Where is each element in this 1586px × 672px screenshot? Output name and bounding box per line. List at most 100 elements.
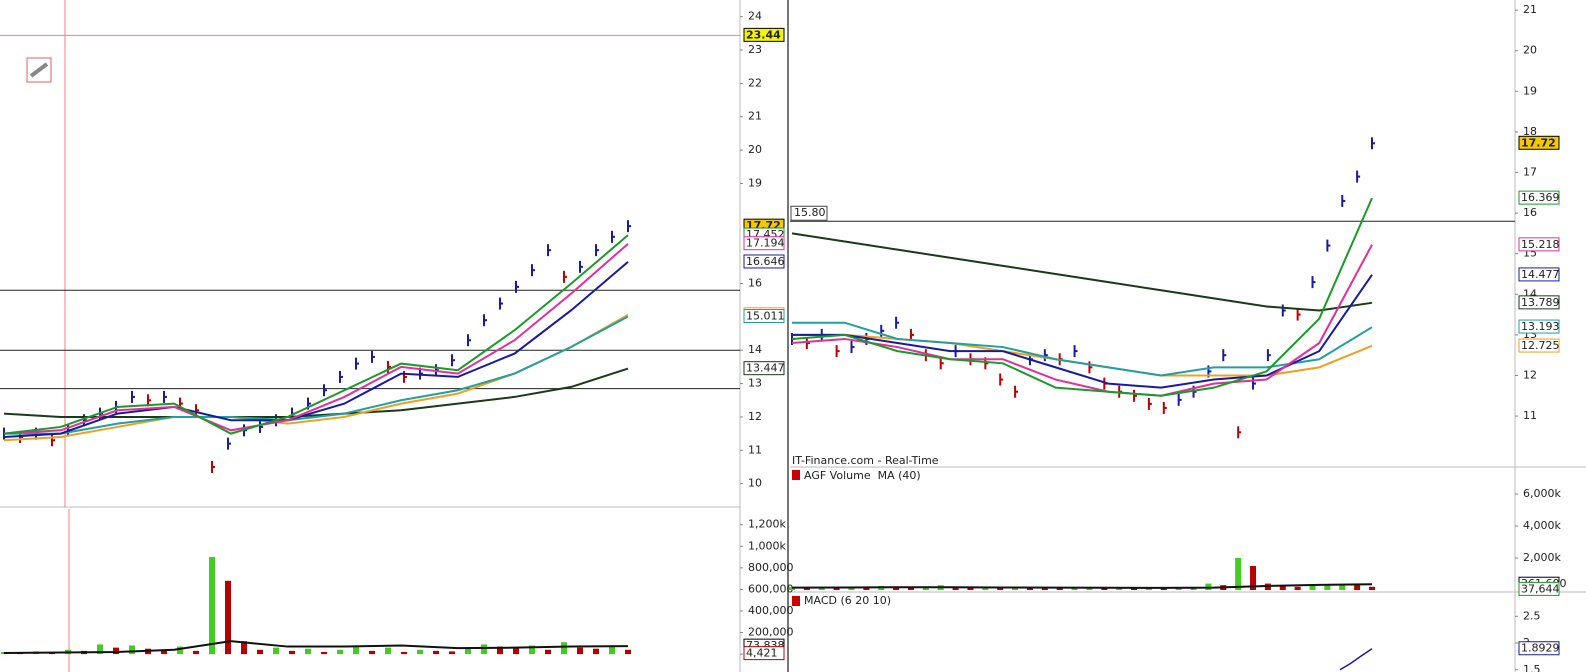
- y-tick-label: 4,000k: [1523, 519, 1561, 532]
- volume-bar: [1101, 588, 1108, 590]
- y-tick-label: 23: [748, 43, 762, 56]
- y-tick-label: 2,000k: [1523, 551, 1561, 564]
- y-tick-label: 200,000: [748, 626, 794, 639]
- y-tick-label: 6,000k: [1523, 487, 1561, 500]
- legend-icon: [792, 470, 800, 480]
- moving-average: [3, 234, 629, 435]
- value-marker-box: [743, 309, 785, 324]
- value-marker-box: [1518, 641, 1560, 656]
- y-tick-label: 16: [1523, 206, 1537, 219]
- value-marker-box: [1518, 581, 1560, 596]
- value-marker-box: [743, 27, 785, 42]
- macd-line: [1339, 648, 1373, 671]
- volume-bar: [417, 649, 423, 655]
- y-tick-label: 16: [748, 277, 762, 290]
- volume-bar: [1026, 587, 1033, 590]
- y-tick-label: 11: [1523, 409, 1537, 422]
- y-tick-label: 600,000: [748, 582, 794, 595]
- volume-bar: [1131, 588, 1138, 590]
- volume-bar: [449, 651, 455, 655]
- y-tick-label: 18: [1523, 125, 1537, 138]
- value-marker-box: [1518, 135, 1560, 150]
- volume-bar: [1160, 588, 1167, 590]
- volume-bar: [982, 587, 989, 590]
- volume-bar: [465, 648, 471, 655]
- value-marker-box: [1518, 237, 1560, 252]
- y-tick-label: 19: [748, 176, 762, 189]
- volume-bar: [193, 650, 199, 655]
- y-tick-label: 12: [748, 410, 762, 423]
- macd-title: MACD (6 20 10): [804, 594, 891, 607]
- volume-bar: [1279, 585, 1286, 590]
- volume-bar: [321, 651, 327, 655]
- volume-bar: [97, 644, 103, 655]
- value-marker: 15.011: [746, 310, 785, 323]
- volume-bar: [113, 647, 119, 655]
- moving-average: [791, 197, 1373, 397]
- value-marker-box: [743, 236, 785, 251]
- value-marker: 17.72: [1521, 136, 1556, 149]
- y-tick-label: 13: [748, 377, 762, 390]
- y-tick-label: 1,200k: [748, 518, 786, 531]
- volume-bar: [1339, 584, 1346, 590]
- moving-average: [3, 261, 629, 438]
- moving-average: [3, 243, 629, 435]
- level-label: 15.80: [794, 206, 826, 219]
- volume-bar: [129, 645, 135, 655]
- value-marker-box: [743, 254, 785, 269]
- y-tick-label: 24: [748, 10, 762, 23]
- volume-bar: [545, 649, 551, 655]
- volume-bar: [967, 587, 974, 590]
- volume-bar: [529, 645, 535, 655]
- value-marker-box: [1518, 295, 1560, 310]
- volume-bar: [289, 650, 295, 655]
- value-marker: 15.218: [1521, 238, 1560, 251]
- volume-bar: [273, 647, 279, 655]
- value-marker: 4,421: [746, 647, 778, 660]
- volume-bar: [305, 648, 311, 655]
- volume-bar: [863, 587, 870, 590]
- volume-bar: [1012, 587, 1019, 590]
- y-tick-label: 21: [1523, 3, 1537, 16]
- volume-bar: [257, 649, 263, 655]
- volume-bar: [337, 649, 343, 655]
- value-marker: 16.646: [746, 255, 785, 268]
- volume-bar: [225, 580, 231, 655]
- volume-bar: [1235, 558, 1242, 590]
- value-marker: 12.725: [1521, 339, 1560, 352]
- volume-bar: [893, 587, 900, 590]
- moving-average: [791, 244, 1373, 397]
- value-marker: 23.44: [746, 28, 781, 41]
- volume-bar: [161, 649, 167, 655]
- y-tick-label: 20: [1523, 44, 1537, 57]
- value-marker-box: [743, 361, 785, 376]
- volume-bar: [1071, 587, 1078, 590]
- volume-bar: [907, 587, 914, 590]
- volume-bar: [833, 588, 840, 590]
- volume-bar: [1369, 586, 1375, 590]
- y-tick-label: 800,000: [748, 561, 794, 574]
- volume-bar: [497, 646, 503, 655]
- value-marker-box: [1518, 190, 1560, 205]
- volume-bar: [1324, 585, 1331, 590]
- volume-bar: [513, 647, 519, 655]
- volume-bar: [803, 587, 810, 590]
- volume-bar: [353, 646, 359, 655]
- volume-bar: [789, 586, 795, 590]
- volume-ma: [791, 583, 1373, 589]
- value-marker-box: [743, 646, 785, 661]
- y-tick-label: 14: [748, 343, 762, 356]
- volume-bar: [385, 647, 391, 655]
- value-marker-box: [1518, 338, 1560, 353]
- y-tick-label: 12: [1523, 368, 1537, 381]
- volume-title: AGF Volume MA (40): [804, 469, 921, 482]
- ruler-icon[interactable]: [26, 57, 52, 83]
- value-marker: 16.369: [1521, 191, 1560, 204]
- value-marker: 13.193: [1521, 320, 1560, 333]
- value-marker: 1.8929: [1521, 642, 1560, 655]
- value-marker: 13.447: [746, 362, 785, 375]
- volume-bar: [1, 651, 7, 655]
- value-marker: 17.194: [746, 237, 785, 250]
- volume-bar: [561, 642, 567, 655]
